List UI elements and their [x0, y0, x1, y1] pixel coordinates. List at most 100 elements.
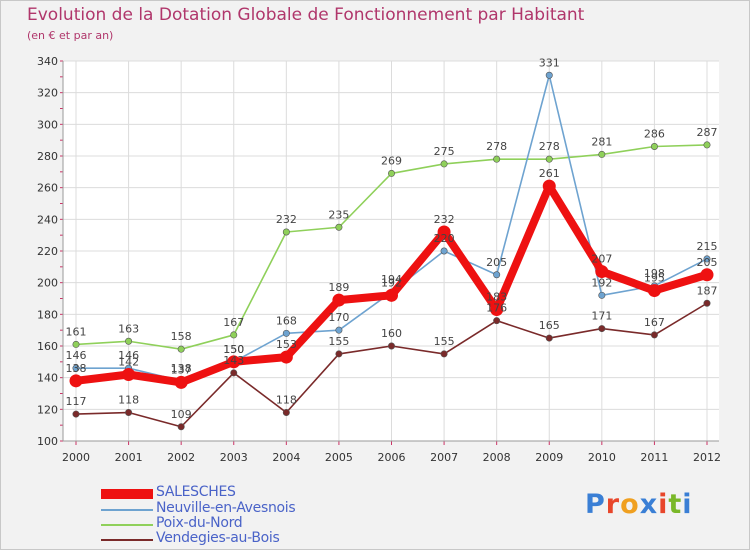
legend-swatch-neuville	[101, 509, 153, 511]
data-point-salesches	[385, 288, 398, 302]
data-label: 287	[697, 126, 718, 139]
y-tick-label: 180	[37, 308, 58, 321]
legend-swatch-poix	[101, 524, 153, 526]
logo-letter: t	[668, 489, 683, 520]
data-point-salesches	[647, 284, 661, 298]
data-point-salesches	[700, 268, 714, 282]
logo-letter: P	[585, 489, 606, 520]
x-tick-label: 2009	[535, 451, 563, 464]
data-point-vendegies-au-bois	[177, 423, 185, 431]
x-tick-label: 2001	[115, 451, 143, 464]
data-label: 192	[381, 276, 402, 289]
data-label: 170	[328, 311, 349, 324]
y-tick-label: 200	[37, 277, 58, 290]
data-point-salesches	[279, 350, 293, 364]
y-tick-label: 320	[37, 87, 58, 100]
data-point-neuville-en-avesnois	[545, 71, 553, 79]
data-point-poix-du-nord	[230, 331, 238, 339]
data-label: 165	[539, 319, 560, 332]
data-label: 278	[539, 140, 560, 153]
data-point-poix-du-nord	[282, 228, 290, 236]
data-point-neuville-en-avesnois	[493, 271, 501, 279]
data-label: 138	[171, 362, 192, 375]
data-point-poix-du-nord	[125, 337, 133, 345]
logo-letter: r	[605, 489, 621, 520]
y-tick-label: 220	[37, 245, 58, 258]
data-point-vendegies-au-bois	[72, 410, 80, 418]
data-label: 232	[276, 213, 297, 226]
data-label: 167	[644, 316, 665, 329]
legend-label-salesches: SALESCHES	[156, 484, 236, 500]
data-point-poix-du-nord	[703, 141, 711, 149]
legend-swatch-salesches	[101, 489, 153, 499]
data-point-vendegies-au-bois	[335, 350, 343, 358]
data-label: 146	[66, 349, 87, 362]
data-point-poix-du-nord	[598, 150, 606, 158]
data-point-vendegies-au-bois	[650, 331, 658, 339]
data-label: 142	[118, 356, 139, 369]
data-point-poix-du-nord	[72, 340, 80, 348]
data-point-vendegies-au-bois	[125, 408, 133, 416]
data-label: 167	[223, 316, 244, 329]
x-tick-label: 2006	[378, 451, 406, 464]
data-point-salesches	[490, 303, 504, 317]
data-label: 137	[171, 363, 192, 376]
data-label: 281	[591, 135, 612, 148]
data-point-poix-du-nord	[387, 169, 395, 177]
data-label: 187	[697, 284, 718, 297]
x-tick-label: 2005	[325, 451, 353, 464]
x-tick-label: 2012	[693, 451, 721, 464]
logo-letter: i	[682, 489, 693, 520]
data-point-neuville-en-avesnois	[282, 329, 290, 337]
data-label: 176	[486, 302, 507, 315]
data-point-vendegies-au-bois	[703, 299, 711, 307]
data-point-vendegies-au-bois	[440, 350, 448, 358]
data-label: 109	[171, 408, 192, 421]
data-label: 161	[66, 325, 87, 338]
data-label: 183	[486, 291, 507, 304]
data-label: 118	[276, 394, 297, 407]
data-label: 168	[276, 314, 297, 327]
data-point-salesches	[227, 355, 241, 369]
chart-title: Evolution de la Dotation Globale de Fonc…	[27, 5, 585, 25]
data-point-poix-du-nord	[177, 345, 185, 353]
y-tick-label: 280	[37, 150, 58, 163]
data-label: 118	[118, 394, 139, 407]
data-label: 150	[223, 343, 244, 356]
data-point-poix-du-nord	[440, 160, 448, 168]
data-point-salesches	[332, 293, 346, 307]
x-tick-label: 2007	[430, 451, 458, 464]
data-point-vendegies-au-bois	[230, 369, 238, 377]
data-label: 189	[328, 281, 349, 294]
data-label: 205	[486, 256, 507, 269]
data-point-salesches	[174, 375, 188, 389]
data-point-poix-du-nord	[650, 143, 658, 151]
logo-letter: o	[620, 489, 640, 520]
x-tick-label: 2008	[483, 451, 511, 464]
data-label: 269	[381, 154, 402, 167]
data-label: 195	[644, 272, 665, 285]
data-point-neuville-en-avesnois	[72, 364, 80, 372]
data-point-salesches	[437, 225, 451, 239]
legend-swatch-vendegies	[101, 539, 153, 541]
data-label: 275	[434, 145, 455, 158]
data-label: 331	[539, 56, 560, 69]
data-label: 143	[223, 354, 244, 367]
data-point-vendegies-au-bois	[598, 325, 606, 333]
y-tick-label: 300	[37, 118, 58, 131]
x-tick-label: 2000	[62, 451, 90, 464]
data-point-poix-du-nord	[493, 155, 501, 163]
data-label: 235	[328, 208, 349, 221]
data-point-poix-du-nord	[335, 223, 343, 231]
data-point-salesches	[122, 368, 136, 381]
data-point-vendegies-au-bois	[387, 342, 395, 350]
logo-letter: i	[658, 489, 669, 520]
data-label: 198	[644, 267, 665, 280]
y-tick-label: 240	[37, 213, 58, 226]
data-label: 138	[66, 362, 87, 375]
data-label: 286	[644, 128, 665, 141]
x-tick-label: 2011	[640, 451, 668, 464]
data-label: 171	[591, 310, 612, 323]
